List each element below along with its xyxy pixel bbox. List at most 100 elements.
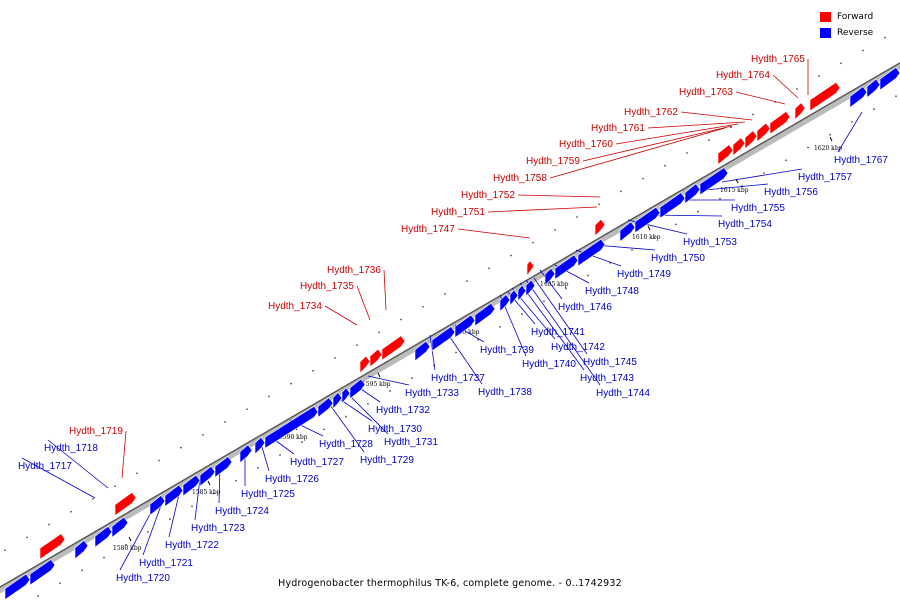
gene-label: Hydth_1754 (718, 219, 772, 230)
label-leader (444, 329, 483, 385)
gene-reverse (349, 378, 366, 400)
gene-forward (526, 260, 535, 277)
gene-label: Hydth_1756 (764, 187, 818, 198)
gene-reverse (431, 326, 456, 352)
genome-axis (0, 62, 900, 588)
gene-forward (369, 348, 383, 368)
gene-reverse (29, 559, 56, 586)
grid-dot (59, 582, 61, 585)
gene-reverse (554, 254, 579, 280)
gene-label: Hydth_1735 (300, 281, 354, 292)
grid-dot (180, 446, 182, 449)
grid-dot (807, 146, 809, 149)
gene-label: Hydth_1747 (401, 224, 455, 235)
label-leader-lines (21, 59, 863, 571)
grid-dot (411, 377, 413, 380)
gene-reverse (182, 474, 201, 497)
gene-reverse (149, 495, 166, 516)
grid-dot (818, 75, 820, 78)
gene-label: Hydth_1734 (268, 301, 322, 312)
gene-reverse (454, 314, 476, 339)
label-leader (594, 244, 656, 251)
gene-label: Hydth_1733 (405, 388, 459, 399)
label-leader (329, 404, 365, 453)
grid-dot (664, 164, 666, 167)
label-leader (647, 121, 746, 129)
label-leader (487, 206, 598, 213)
grid-dot (147, 530, 149, 533)
gene-label: Hydth_1717 (18, 461, 72, 472)
grid-dot (356, 344, 358, 347)
grid-dot (70, 510, 72, 513)
gene-label: Hydth_1748 (585, 286, 639, 297)
grid-dot (367, 402, 369, 405)
gene-reverse (879, 67, 900, 91)
gene-reverse (517, 284, 527, 302)
grid-dot (873, 108, 875, 110)
gene-reverse (264, 405, 319, 449)
gene-label: Hydth_1742 (551, 342, 605, 353)
gene-label: Hydth_1731 (384, 437, 438, 448)
label-leader (429, 334, 436, 371)
grid-dot (829, 133, 831, 136)
gene-forward (39, 533, 66, 560)
label-leader (517, 194, 601, 198)
grid-dot (598, 203, 600, 206)
grid-dot (81, 569, 83, 572)
gene-reverse (254, 436, 266, 455)
grid-dot (169, 518, 171, 520)
gene-label: Hydth_1739 (480, 345, 534, 356)
scale-tick-label: 1605 kbp (540, 281, 569, 288)
gene-forward (594, 218, 606, 237)
label-leader (47, 439, 109, 489)
gene-label: Hydth_1732 (376, 405, 430, 416)
gene-reverse (317, 397, 334, 419)
label-leader (121, 430, 127, 479)
gene-forward (794, 102, 806, 121)
gene-label: Hydth_1753 (683, 237, 737, 248)
gene-label: Hydth_1758 (493, 173, 547, 184)
scale-tick-label: 1615 kbp (720, 187, 749, 194)
grid-dot (235, 479, 237, 482)
grid-dot (312, 369, 314, 372)
grid-dot (400, 318, 402, 321)
legend-item-reverse: Reverse (820, 25, 890, 41)
label-leader (119, 504, 156, 571)
gene-label: Hydth_1730 (368, 424, 422, 435)
gene-label: Hydth_1736 (327, 265, 381, 276)
label-leader (383, 269, 387, 311)
grid-dot (543, 300, 545, 303)
grid-dot (92, 498, 94, 500)
grid-dot (213, 492, 215, 495)
grid-dot (48, 523, 50, 526)
gene-reverse (94, 525, 113, 548)
gene-label: Hydth_1723 (191, 523, 245, 534)
gene-label: Hydth_1719 (69, 426, 123, 437)
scale-tick-label: 1610 kbp (632, 234, 661, 241)
gene-label: Hydth_1765 (751, 54, 805, 65)
scale-ticks: 1580 kbp 1585 kbp 1590 kbp 1595 kbp 1600 kbp… (113, 136, 843, 552)
scale-tick-label: 1590 kbp (279, 434, 308, 441)
grid-dot (620, 190, 622, 193)
label-leader (519, 282, 585, 371)
gene-label: Hydth_1740 (522, 359, 576, 370)
grid-dot (708, 139, 710, 142)
gene-reverse (474, 302, 496, 327)
legend-swatch-reverse (820, 28, 831, 38)
grid-dots-top (4, 36, 886, 552)
grid-dots-bottom (37, 95, 897, 597)
gene-label: Hydth_1762 (624, 107, 678, 118)
gene-label: Hydth_1725 (241, 489, 295, 500)
grid-dot (642, 177, 644, 180)
label-leader (324, 305, 358, 326)
grid-dot (576, 216, 578, 218)
label-leader (549, 127, 726, 179)
gene-reverse (164, 484, 184, 508)
label-leader (533, 277, 588, 355)
label-leader (680, 111, 753, 121)
gene-label: Hydth_1724 (215, 506, 269, 517)
gene-label: Hydth_1729 (360, 455, 414, 466)
grid-dot (114, 485, 116, 488)
gene-reverse (509, 289, 519, 307)
grid-dot (279, 454, 281, 456)
